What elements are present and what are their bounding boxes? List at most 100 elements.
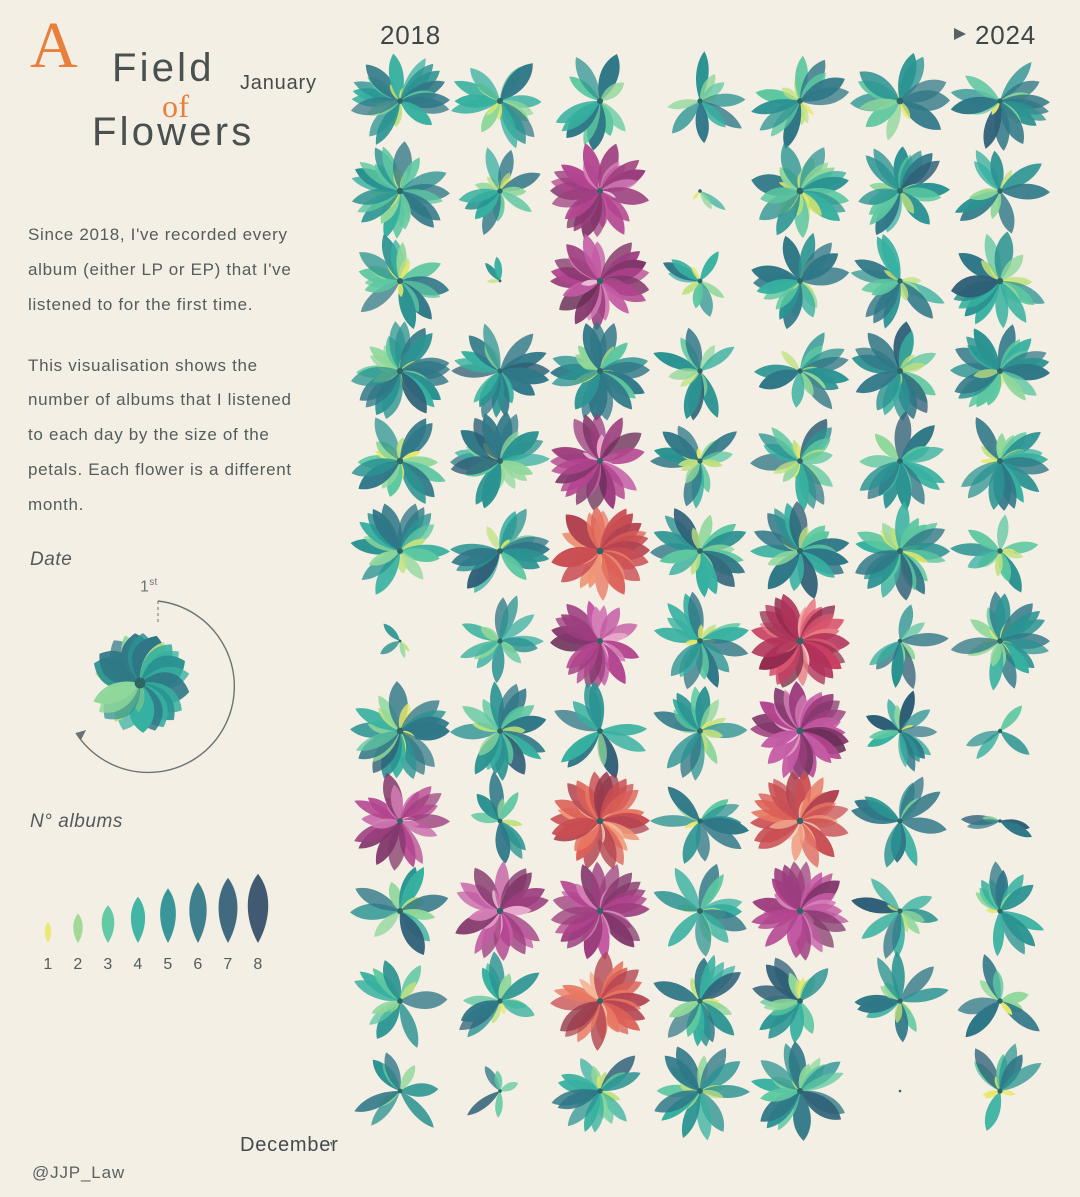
credit-handle: @JJP_Law [32,1163,125,1183]
flower-glyph [850,146,950,236]
flower-cell [750,866,850,956]
flower-cell [850,236,950,326]
flower-glyph [350,146,450,236]
flower-cell [750,956,850,1046]
flower-glyph [650,776,750,866]
flower-glyph [350,686,450,776]
flower-glyph [350,236,450,326]
title-word-2: Flowers [92,110,254,155]
flower-glyph [350,416,450,506]
flower-glyph [950,416,1050,506]
flower-glyph [350,956,450,1046]
flower-cell [950,686,1050,776]
month-end-label: December [240,1134,339,1157]
flower-glyph [850,326,950,416]
flower-cell [450,416,550,506]
month-start-label: January [240,72,317,95]
chart-area: 2018 2024 January December [320,10,1060,1177]
flower-glyph [850,236,950,326]
flower-glyph [950,506,1050,596]
flower-cell [650,416,750,506]
flower-glyph [650,596,750,686]
flower-glyph [350,776,450,866]
flower-glyph [750,1046,850,1136]
flower-cell [450,866,550,956]
flower-glyph [850,596,950,686]
flower-cell [550,506,650,596]
flower-cell [850,506,950,596]
flower-cell [450,596,550,686]
svg-text:1: 1 [43,956,52,973]
flower-cell [750,686,850,776]
legend-date: 1st [28,577,308,797]
flower-glyph [450,56,550,146]
flower-cell [550,686,650,776]
flower-glyph [550,686,650,776]
flower-glyph [450,596,550,686]
flower-glyph [750,236,850,326]
flower-cell [350,956,450,1046]
flower-cell [850,686,950,776]
flower-cell [350,236,450,326]
flower-glyph [450,776,550,866]
flower-glyph [850,416,950,506]
flower-cell [550,236,650,326]
flower-glyph [550,146,650,236]
flower-cell [450,56,550,146]
flower-cell [450,686,550,776]
flower-glyph [550,236,650,326]
flower-glyph [850,776,950,866]
flower-glyph [650,506,750,596]
flower-cell [650,506,750,596]
flower-cell [650,776,750,866]
flower-cell [850,326,950,416]
flower-glyph [350,506,450,596]
flower-cell [950,56,1050,146]
flower-cell [350,686,450,776]
flower-glyph [450,1046,550,1136]
flower-cell [550,956,650,1046]
flower-glyph [850,1046,950,1136]
flower-glyph [950,146,1050,236]
flower-cell [650,146,750,236]
flower-cell [450,1046,550,1136]
flower-glyph [950,776,1050,866]
flower-glyph [450,956,550,1046]
flower-cell [450,776,550,866]
year-axis-arrow-icon [460,34,1080,36]
flower-glyph [850,506,950,596]
flower-cell [950,236,1050,326]
flower-glyph [350,1046,450,1136]
flower-cell [550,866,650,956]
flower-glyph [650,146,750,236]
intro-p2: This visualisation shows the number of a… [28,349,308,523]
flower-cell [650,596,750,686]
flower-cell [850,146,950,236]
flower-cell [850,776,950,866]
svg-text:8: 8 [253,956,262,973]
flower-glyph [550,956,650,1046]
flower-cell [850,56,950,146]
flower-cell [950,956,1050,1046]
flower-cell [850,866,950,956]
flower-glyph [950,956,1050,1046]
flower-glyph [950,236,1050,326]
flower-glyph [550,506,650,596]
sidebar: A Field of Flowers Since 2018, I've reco… [28,18,308,999]
flower-glyph [550,1046,650,1136]
flower-glyph [650,956,750,1046]
flower-glyph [850,866,950,956]
svg-text:2: 2 [73,956,82,973]
flower-cell [750,416,850,506]
flower-cell [650,1046,750,1136]
flower-glyph [350,866,450,956]
flower-glyph [750,416,850,506]
flower-cell [650,56,750,146]
flower-glyph [950,596,1050,686]
flower-cell [350,1046,450,1136]
flower-cell [350,146,450,236]
flower-glyph [550,416,650,506]
flower-cell [750,326,850,416]
flower-glyph [750,146,850,236]
flower-glyph [750,596,850,686]
